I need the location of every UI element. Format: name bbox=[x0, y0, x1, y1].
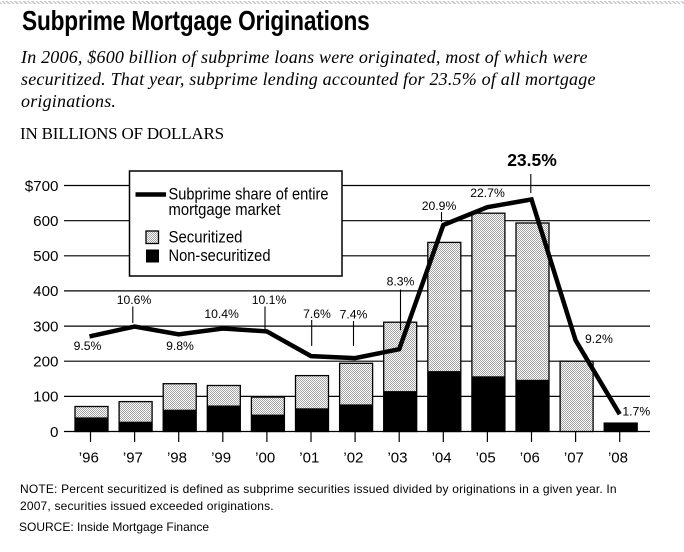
svg-text:’06: ’06 bbox=[520, 450, 540, 467]
svg-text:0: 0 bbox=[50, 424, 58, 441]
svg-text:Non-securitized: Non-securitized bbox=[169, 247, 271, 265]
svg-text:200: 200 bbox=[33, 354, 58, 371]
svg-text:400: 400 bbox=[33, 283, 58, 300]
svg-text:Subprime share of entire: Subprime share of entire bbox=[169, 186, 329, 204]
svg-text:’98: ’98 bbox=[167, 450, 187, 467]
svg-text:10.4%: 10.4% bbox=[204, 307, 239, 321]
svg-text:$700: $700 bbox=[25, 178, 59, 195]
svg-text:’97: ’97 bbox=[123, 450, 143, 467]
svg-text:Securitized: Securitized bbox=[169, 229, 243, 247]
svg-text:300: 300 bbox=[33, 318, 58, 335]
svg-text:500: 500 bbox=[33, 248, 58, 265]
svg-text:22.7%: 22.7% bbox=[470, 186, 505, 200]
svg-text:’00: ’00 bbox=[255, 450, 275, 467]
svg-text:’05: ’05 bbox=[476, 450, 496, 467]
svg-text:100: 100 bbox=[33, 389, 58, 406]
svg-text:’02: ’02 bbox=[343, 450, 363, 467]
svg-text:’07: ’07 bbox=[564, 450, 584, 467]
svg-text:’99: ’99 bbox=[211, 450, 231, 467]
svg-text:7.6%: 7.6% bbox=[303, 307, 331, 321]
svg-text:9.2%: 9.2% bbox=[585, 332, 613, 346]
svg-text:10.1%: 10.1% bbox=[252, 293, 287, 307]
svg-text:’08: ’08 bbox=[608, 450, 628, 467]
svg-text:’04: ’04 bbox=[432, 450, 452, 467]
svg-text:mortgage market: mortgage market bbox=[169, 201, 281, 219]
svg-text:’03: ’03 bbox=[387, 450, 407, 467]
svg-text:1.7%: 1.7% bbox=[622, 404, 650, 418]
svg-text:7.4%: 7.4% bbox=[340, 308, 368, 322]
svg-text:10.6%: 10.6% bbox=[117, 293, 152, 307]
svg-text:600: 600 bbox=[33, 213, 58, 230]
svg-text:20.9%: 20.9% bbox=[422, 199, 457, 213]
svg-text:9.5%: 9.5% bbox=[74, 339, 102, 353]
svg-text:’96: ’96 bbox=[79, 450, 99, 467]
svg-text:8.3%: 8.3% bbox=[387, 275, 415, 289]
svg-text:’01: ’01 bbox=[299, 450, 319, 467]
svg-text:23.5%: 23.5% bbox=[507, 150, 557, 170]
svg-text:9.8%: 9.8% bbox=[166, 339, 194, 353]
